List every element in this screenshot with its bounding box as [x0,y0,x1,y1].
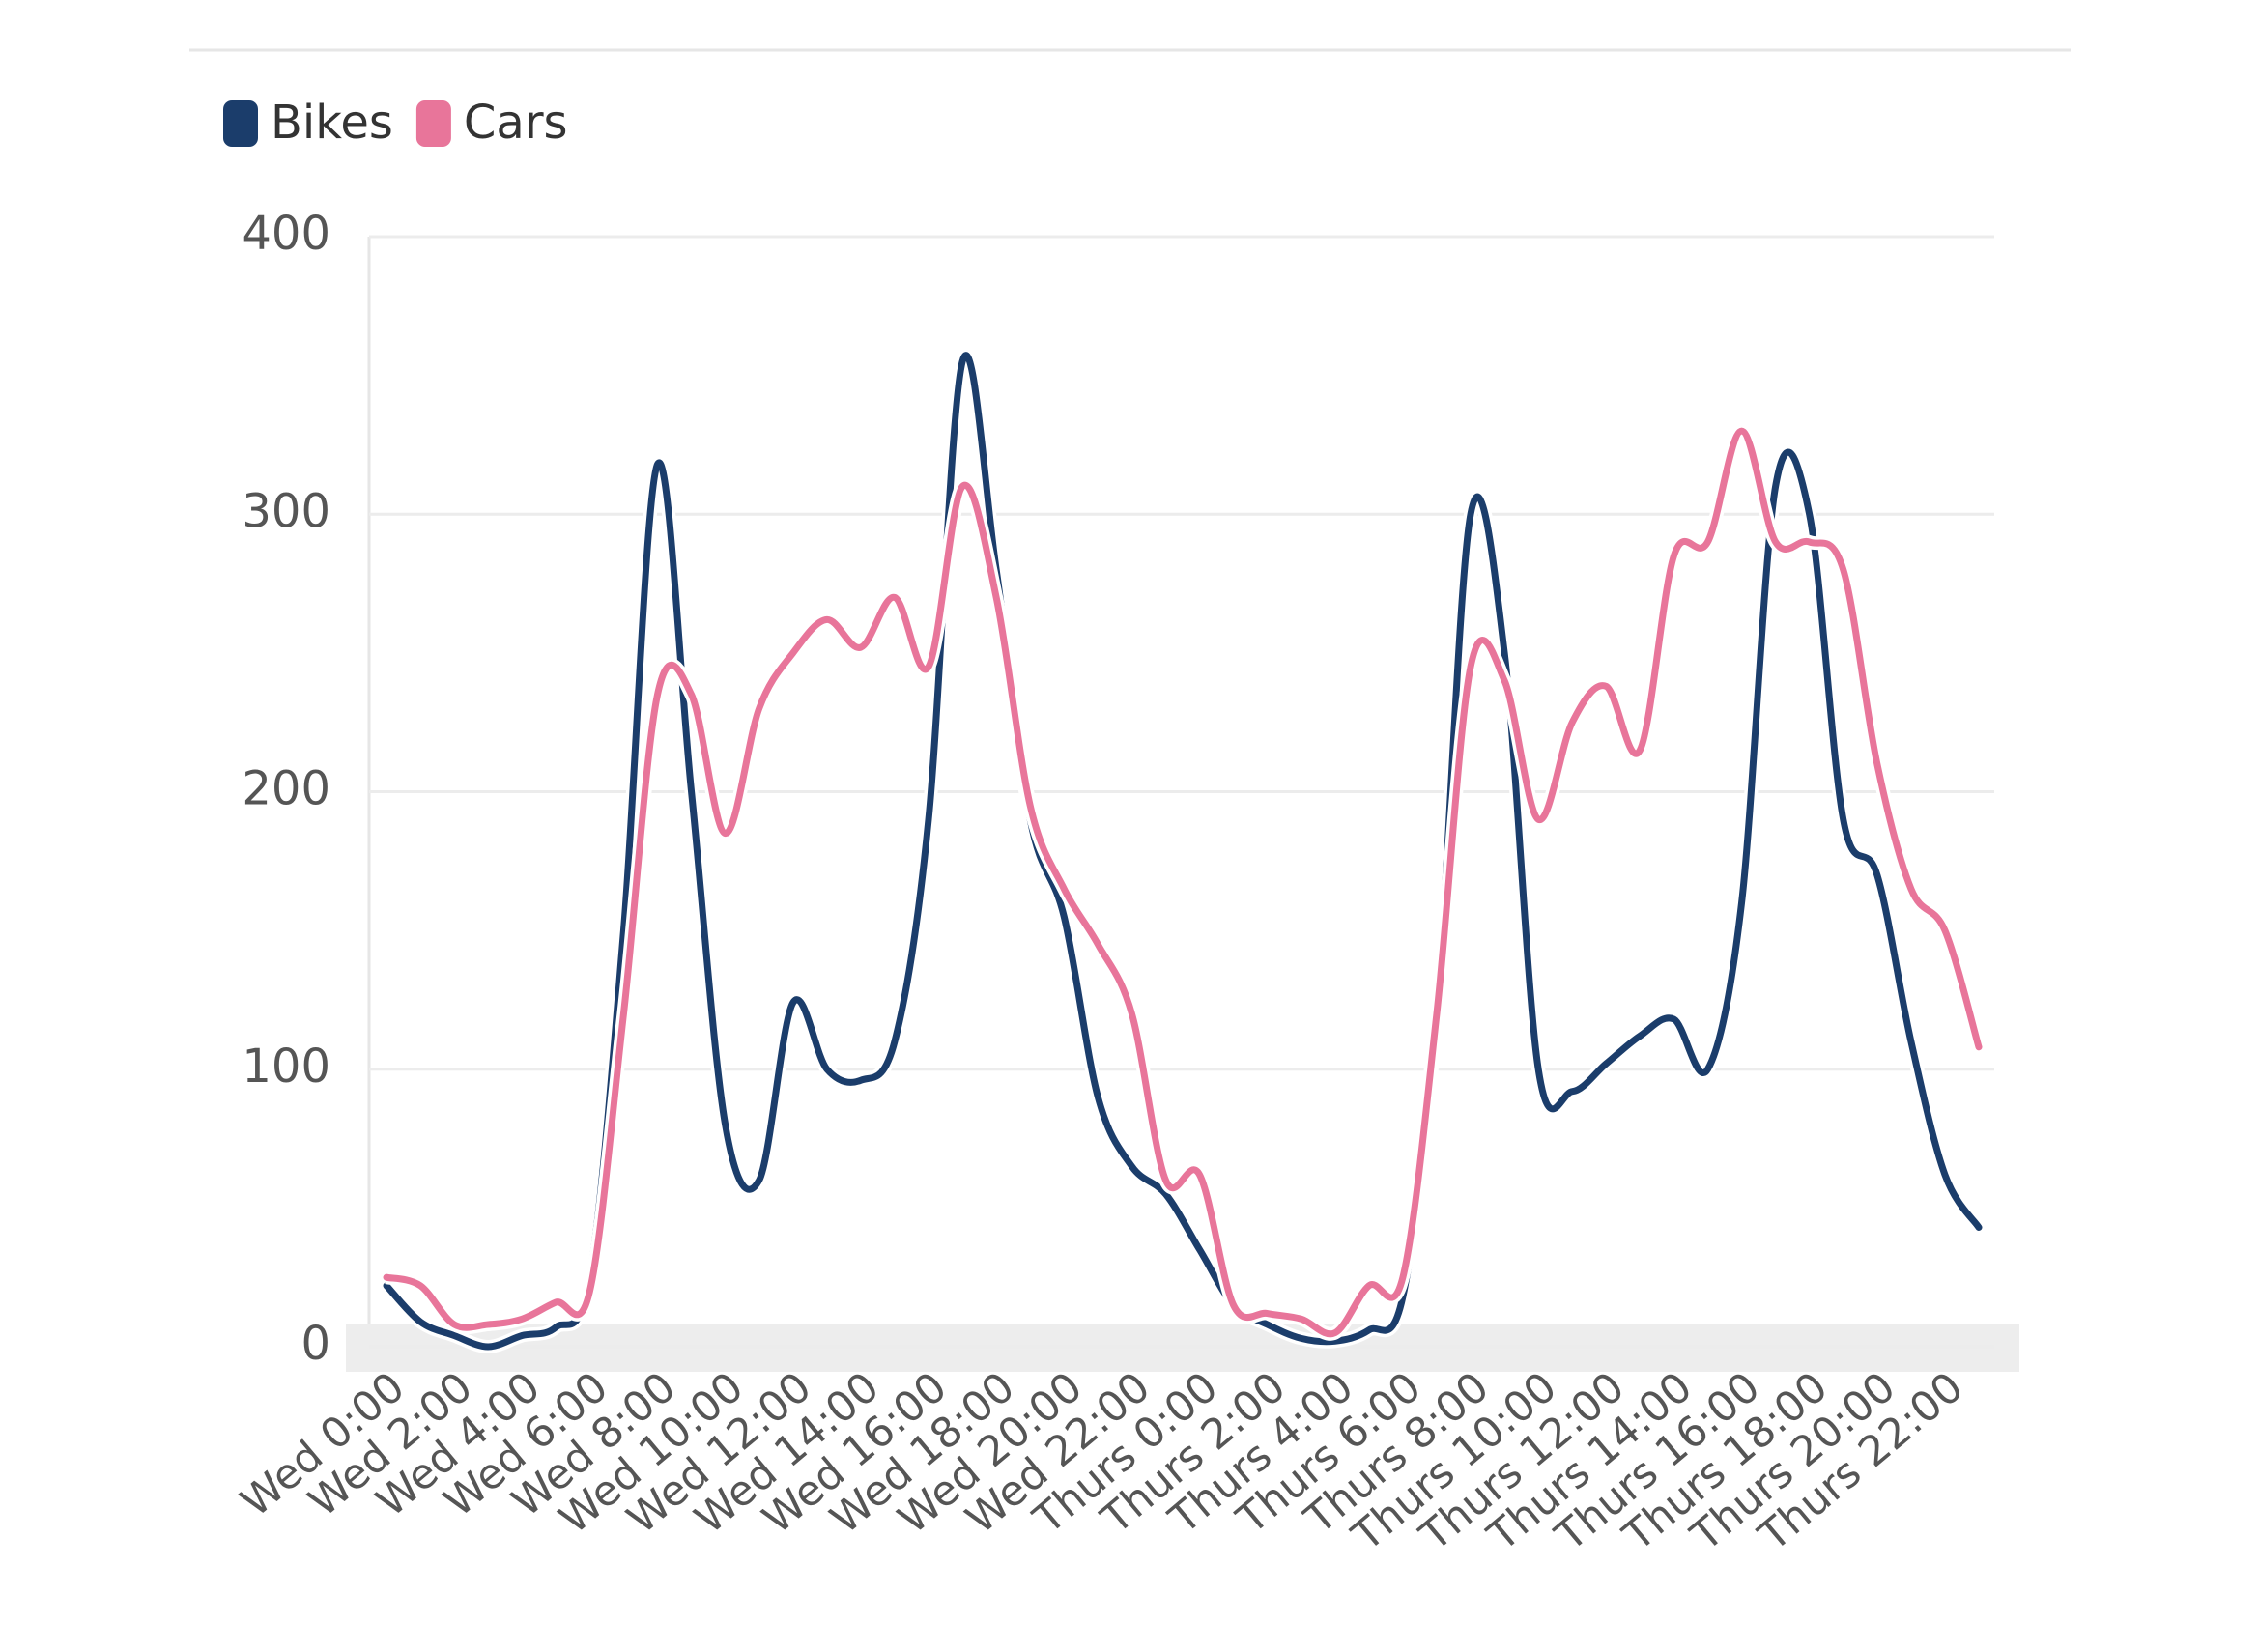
legend-label: Cars [464,96,568,150]
y-tick-label: 100 [242,1040,330,1094]
series-line [383,427,1983,1338]
y-tick-label: 300 [242,484,330,538]
y-tick-label: 0 [300,1317,330,1371]
legend-swatch [223,100,258,147]
series-line [383,352,1983,1351]
y-tick-label: 400 [242,207,330,261]
legend-label: Bikes [271,96,393,150]
legend-swatch [415,100,451,147]
line-halo [381,348,1985,1353]
y-tick-label: 200 [242,762,330,816]
